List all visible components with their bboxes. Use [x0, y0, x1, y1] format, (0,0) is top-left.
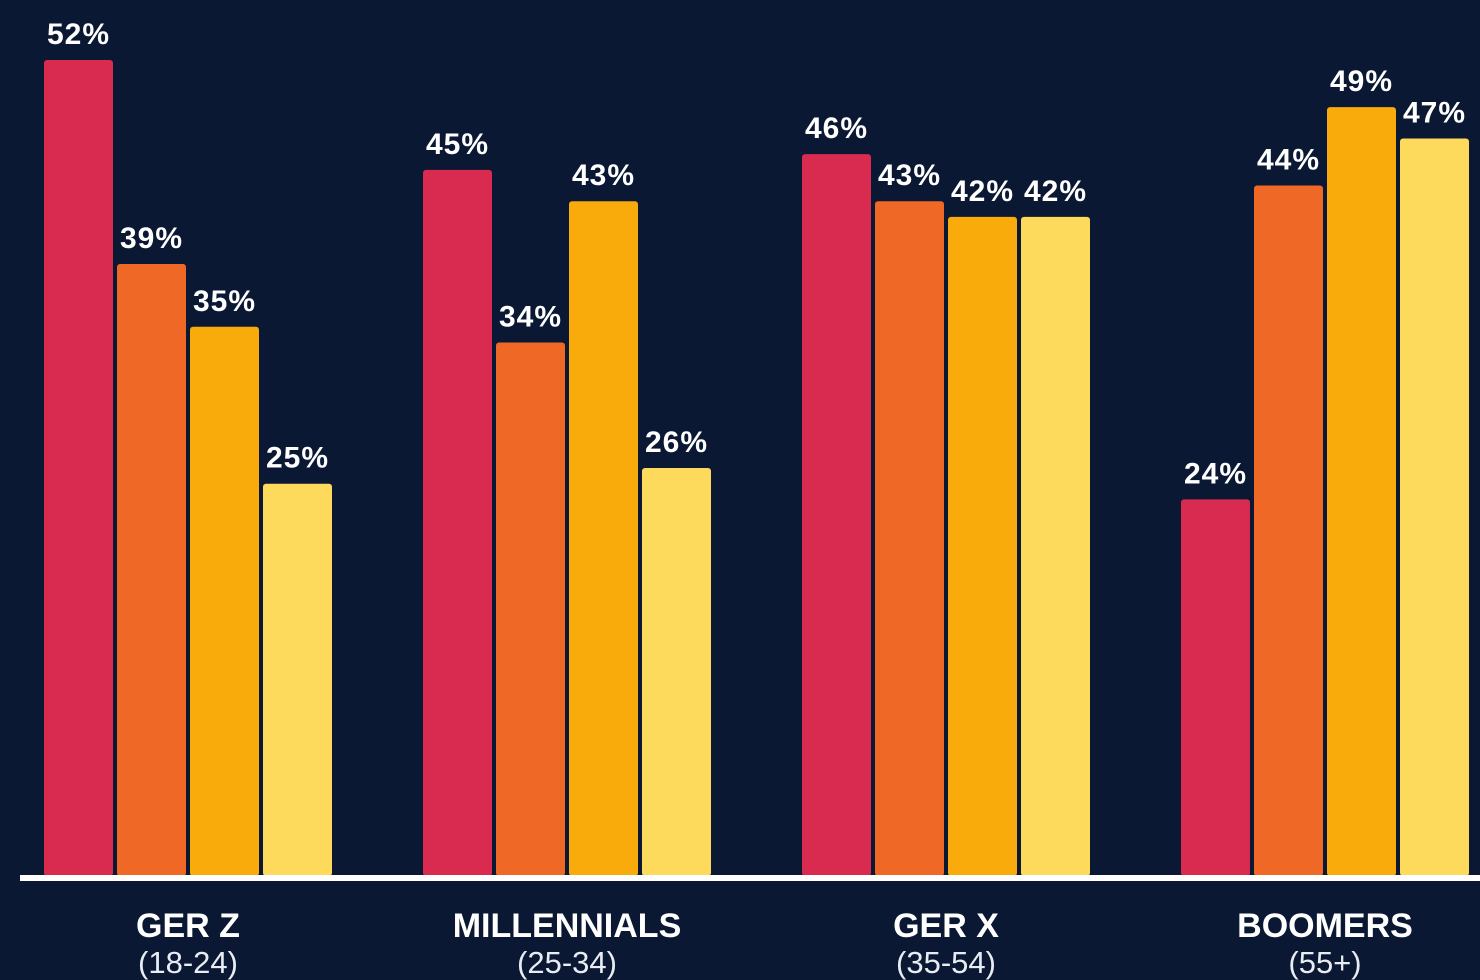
bar	[1254, 185, 1323, 877]
bar	[1400, 138, 1469, 876]
bar	[263, 483, 332, 876]
value-label: 47%	[1403, 96, 1466, 129]
value-label: 24%	[1184, 457, 1247, 490]
value-label: 39%	[120, 222, 183, 255]
value-label: 42%	[1024, 175, 1087, 208]
value-label: 52%	[47, 18, 110, 51]
value-label: 26%	[645, 426, 708, 459]
category-note: (55+)	[1288, 945, 1361, 980]
category-label: MILLENNIALS	[453, 907, 682, 945]
bar	[948, 216, 1017, 876]
bar	[1021, 216, 1090, 876]
value-label: 44%	[1257, 144, 1320, 177]
value-label: 42%	[951, 175, 1014, 208]
bar	[44, 60, 113, 876]
value-label: 35%	[193, 285, 256, 318]
bar	[642, 468, 711, 876]
value-label: 43%	[878, 159, 941, 192]
category-label: BOOMERS	[1237, 907, 1413, 945]
bar	[1327, 107, 1396, 877]
value-label: 43%	[572, 159, 635, 192]
value-label: 45%	[426, 128, 489, 161]
category-note: (25-34)	[517, 945, 617, 980]
bar	[423, 169, 492, 876]
value-label: 49%	[1330, 65, 1393, 98]
category-label: GER Z	[136, 907, 240, 945]
category-note: (18-24)	[138, 945, 238, 980]
value-label: 25%	[266, 442, 329, 475]
category-label: GER X	[893, 907, 999, 945]
bar	[117, 264, 186, 876]
bar	[496, 342, 565, 876]
category-note: (35-54)	[896, 945, 996, 980]
bar	[875, 201, 944, 876]
baseline	[20, 875, 1480, 881]
bar	[1181, 499, 1250, 876]
value-label: 46%	[805, 112, 868, 145]
bar	[569, 201, 638, 876]
bar	[190, 326, 259, 876]
value-label: 34%	[499, 300, 562, 333]
bar	[802, 154, 871, 877]
